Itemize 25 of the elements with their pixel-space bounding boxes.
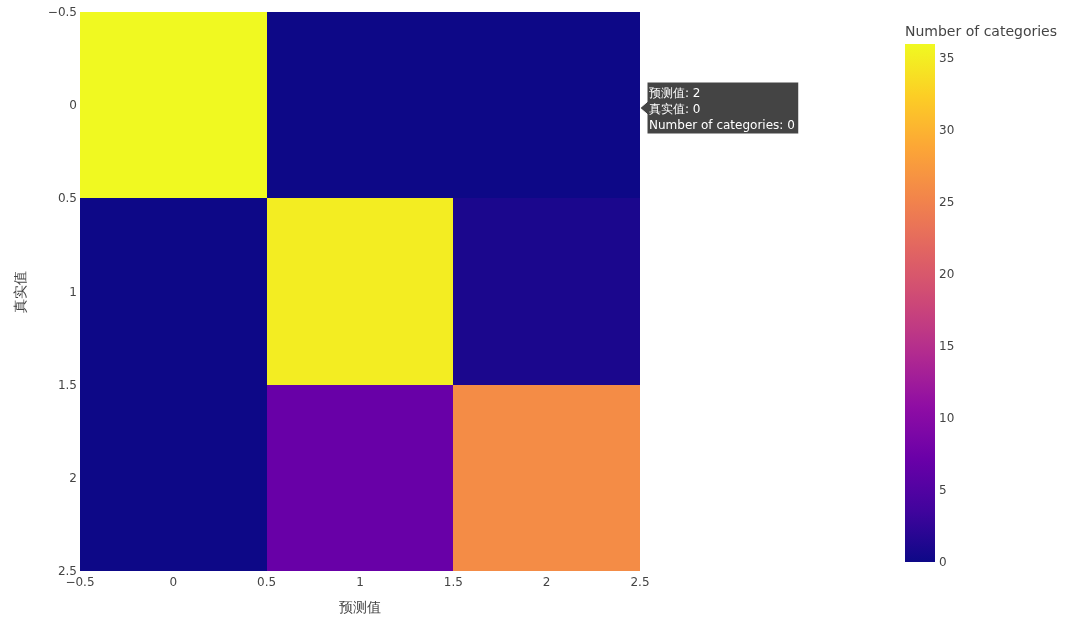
x-tick-label: 1 bbox=[356, 575, 364, 589]
color-bar-label: 35 bbox=[939, 51, 955, 66]
y-axis-title: 真实值 bbox=[12, 270, 28, 313]
color-bar-label: 30 bbox=[939, 123, 955, 138]
color-bar-title: Number of categories bbox=[905, 23, 1058, 39]
x-tick-label: 2.5 bbox=[630, 575, 650, 589]
color-bar-label: 20 bbox=[939, 267, 955, 282]
y-tick-label: 1 bbox=[69, 284, 77, 299]
y-tick-label: 0.5 bbox=[57, 191, 77, 206]
color-bar-label: 25 bbox=[939, 195, 955, 210]
x-axis-title: 预测值 bbox=[339, 599, 381, 615]
x-tick-label: 0.5 bbox=[257, 575, 277, 589]
color-bar-label: 0 bbox=[939, 555, 947, 569]
color-bar-label: 15 bbox=[939, 339, 955, 354]
y-tick-label: 0 bbox=[69, 98, 77, 113]
x-tick-label: 1.5 bbox=[443, 575, 463, 589]
y-tick-label: 1.5 bbox=[57, 377, 77, 392]
y-tick-label: −0.5 bbox=[47, 5, 77, 19]
x-tick-label: 2 bbox=[542, 575, 551, 589]
y-tick-label: 2.5 bbox=[57, 564, 77, 578]
tooltip: 预测值: 2 真实值: 0 Number of categories: 0 bbox=[639, 81, 800, 135]
color-bar-label: 5 bbox=[939, 483, 947, 498]
x-tick-label: 0 bbox=[169, 575, 178, 589]
y-tick-label: 2 bbox=[69, 470, 77, 485]
color-bar-label: 10 bbox=[939, 411, 955, 426]
